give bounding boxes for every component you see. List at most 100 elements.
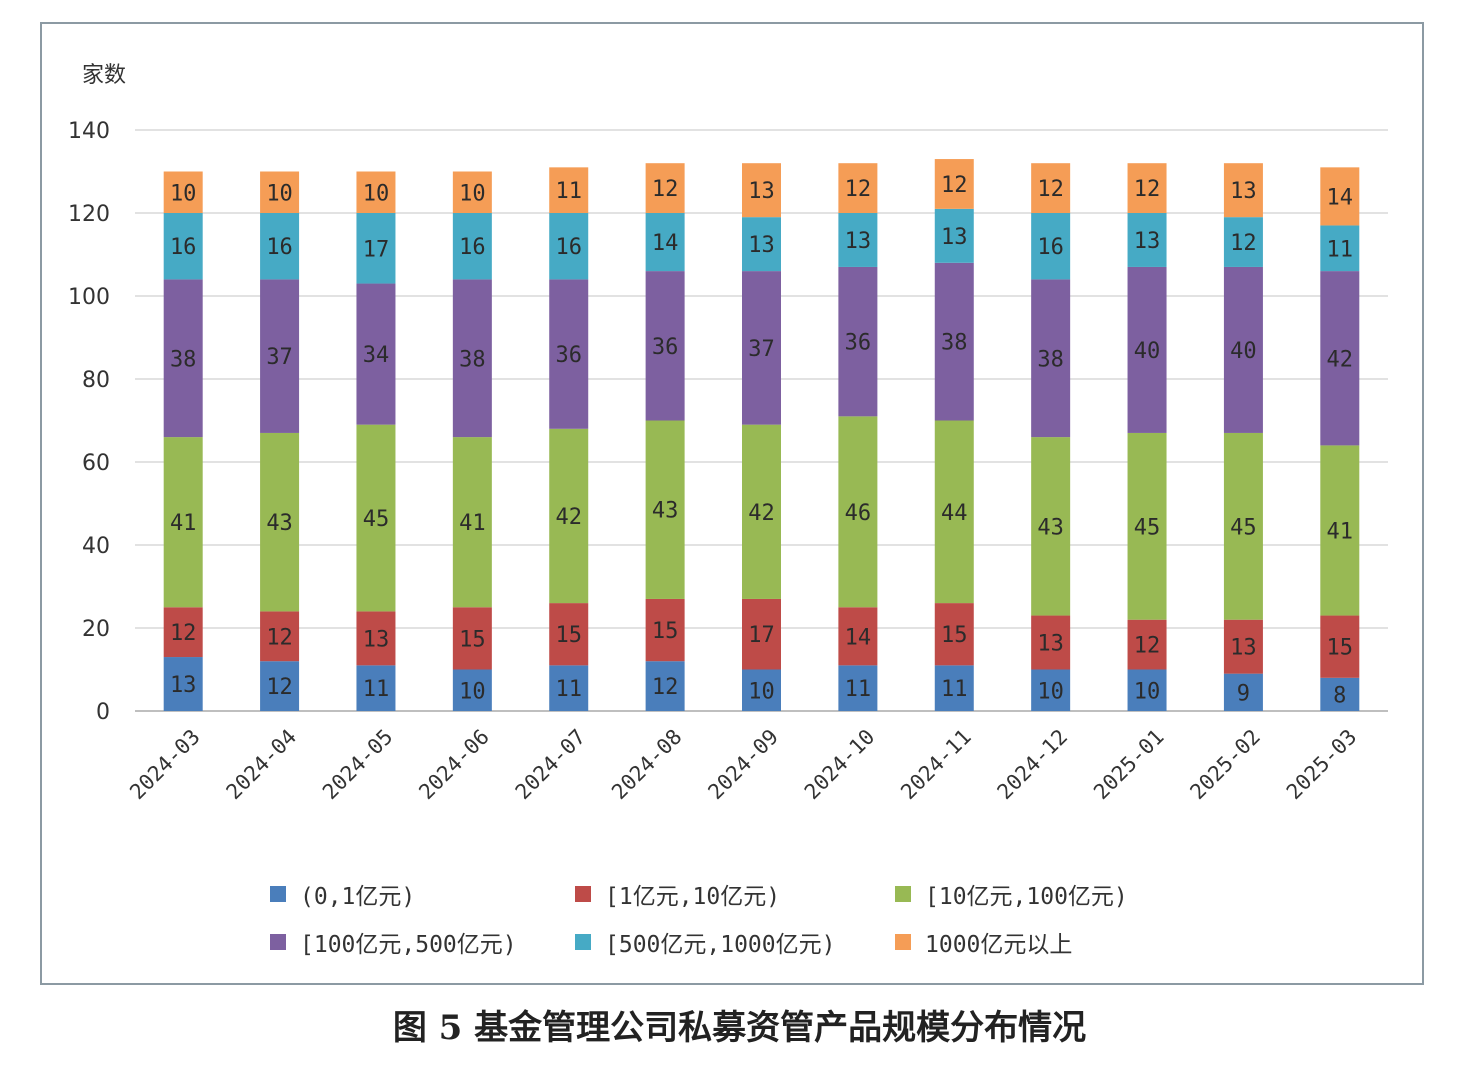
data-label: 36 (555, 343, 582, 368)
data-label: 13 (941, 225, 968, 250)
y-tick-label: 40 (82, 534, 110, 559)
legend-row-2: [100亿元,500亿元) [500亿元,1000亿元) 1000亿元以上 (270, 918, 1230, 966)
bar-segment (356, 213, 396, 284)
data-label: 42 (1327, 347, 1354, 372)
bar-segment (260, 171, 300, 213)
data-label: 38 (941, 331, 968, 356)
data-label: 36 (845, 331, 872, 356)
data-label: 13 (1037, 632, 1064, 657)
x-tick-label: 2025-01 (1089, 725, 1169, 805)
legend-swatch-5 (895, 934, 911, 950)
data-label: 14 (845, 625, 872, 650)
x-tick-label: 2024-11 (896, 725, 976, 805)
legend-row-1: (0,1亿元) [1亿元,10亿元) [10亿元,100亿元) (270, 870, 1230, 918)
data-label: 45 (1230, 515, 1257, 540)
bar-segment (742, 598, 781, 670)
data-label: 13 (845, 229, 872, 254)
bar-segment (549, 167, 589, 213)
data-label: 46 (845, 501, 872, 526)
bar-segment (356, 665, 396, 711)
bar-segment (934, 159, 974, 209)
bar-segment (742, 271, 781, 425)
legend-swatch-3 (270, 934, 286, 950)
bar-segment (1320, 445, 1360, 616)
bar-segment (452, 607, 492, 670)
bar-segment (356, 424, 396, 612)
bar-segment (1223, 673, 1263, 711)
bar-segment (934, 420, 974, 604)
legend-item-0: (0,1亿元) (270, 877, 575, 911)
bar-segment (260, 611, 300, 662)
y-axis-title: 家数 (82, 63, 126, 88)
legend-label-2: [10亿元,100亿元) (925, 884, 1128, 910)
data-label: 12 (1134, 634, 1161, 659)
x-tick-label: 2025-03 (1282, 725, 1362, 805)
bar-segment (163, 279, 203, 438)
bar-segment (934, 665, 974, 711)
legend-label-5: 1000亿元以上 (925, 932, 1073, 958)
data-label: 10 (1134, 679, 1161, 704)
bar-segment (163, 213, 203, 280)
x-tick-label: 2024-07 (511, 725, 591, 805)
bar-segment (838, 163, 878, 213)
legend-swatch-1 (575, 886, 591, 902)
x-tick-label: 2024-10 (800, 725, 880, 805)
bar-segment (1127, 619, 1167, 670)
bar-segment (1031, 279, 1071, 438)
bar-segment (549, 665, 589, 711)
data-label: 13 (170, 673, 197, 698)
data-label: 16 (170, 235, 197, 260)
bar-segment (742, 669, 781, 711)
data-label: 15 (459, 627, 486, 652)
bar-segment (1031, 615, 1071, 670)
bar-segment (838, 266, 878, 417)
data-label: 43 (652, 499, 679, 524)
legend-item-3: [100亿元,500亿元) (270, 925, 575, 959)
data-label: 12 (1037, 177, 1064, 202)
legend-label-0: (0,1亿元) (300, 884, 416, 910)
bar-segment (645, 163, 685, 213)
data-label: 11 (363, 677, 390, 702)
bar-segment (1031, 437, 1071, 616)
data-label: 10 (363, 181, 390, 206)
bar-segment (356, 283, 396, 425)
data-label: 17 (748, 623, 775, 648)
x-tick-label: 2025-02 (1185, 725, 1265, 805)
legend-swatch-2 (895, 886, 911, 902)
data-label: 13 (748, 233, 775, 258)
data-label: 42 (555, 505, 582, 530)
bar-segment (260, 279, 300, 433)
data-label: 41 (1327, 519, 1354, 544)
bar-segment (1320, 615, 1360, 678)
bar-segment (1223, 217, 1263, 267)
data-label: 16 (459, 235, 486, 260)
figure-caption: 图 5 基金管理公司私募资管产品规模分布情况 (392, 1008, 1087, 1048)
bar-segment (645, 271, 685, 421)
bar-segment (549, 279, 589, 429)
legend-swatch-4 (575, 934, 591, 950)
data-label: 17 (363, 237, 390, 262)
bar-segment (838, 665, 878, 711)
legend-label-4: [500亿元,1000亿元) (605, 932, 836, 958)
bar-segment (645, 661, 685, 711)
legend-item-4: [500亿元,1000亿元) (575, 925, 895, 959)
data-label: 45 (363, 507, 390, 532)
bar-segment (1223, 432, 1263, 620)
bar-segment (1127, 266, 1167, 433)
x-tick-label: 2024-09 (703, 725, 783, 805)
data-label: 41 (170, 511, 197, 536)
data-label: 10 (459, 181, 486, 206)
data-label: 14 (1327, 185, 1354, 210)
data-label: 45 (1134, 515, 1161, 540)
bar-segment (1127, 213, 1167, 267)
bar-segment (742, 163, 781, 218)
stacked-bar-chart: 家数 0 20 40 60 80 100 120 140 13 12 41 38 16 10 12 12 43… (68, 63, 1388, 805)
data-label: 12 (170, 621, 197, 646)
bar-segment (1127, 432, 1167, 620)
bar-segment (452, 279, 492, 438)
bar-segment (356, 171, 396, 213)
bar-segment (163, 607, 203, 658)
y-tick-label: 20 (82, 617, 110, 642)
data-label: 44 (941, 501, 968, 526)
bar-segment (645, 420, 685, 599)
